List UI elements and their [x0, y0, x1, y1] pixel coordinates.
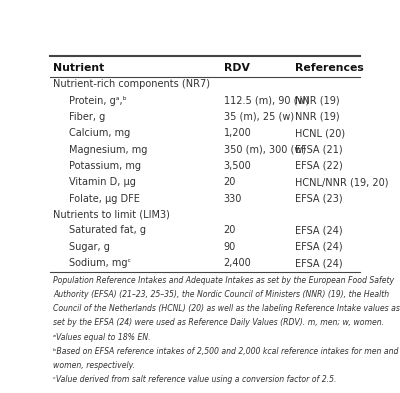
Text: 2,400: 2,400	[224, 258, 251, 268]
Text: EFSA (21): EFSA (21)	[295, 145, 342, 154]
Text: set by the EFSA (24) were used as Reference Daily Values (RDV). m, men; w, women: set by the EFSA (24) were used as Refere…	[53, 318, 384, 327]
Text: Nutrients to limit (LIM3): Nutrients to limit (LIM3)	[53, 209, 170, 219]
Text: RDV: RDV	[224, 63, 250, 73]
Text: Magnesium, mg: Magnesium, mg	[69, 145, 147, 154]
Text: Potassium, mg: Potassium, mg	[69, 161, 141, 171]
Text: 20: 20	[224, 177, 236, 187]
Text: Calcium, mg: Calcium, mg	[69, 128, 130, 138]
Text: Vitamin D, μg: Vitamin D, μg	[69, 177, 136, 187]
Text: EFSA (22): EFSA (22)	[295, 161, 343, 171]
Text: Sugar, g: Sugar, g	[69, 242, 110, 252]
Text: EFSA (24): EFSA (24)	[295, 226, 342, 235]
Text: EFSA (24): EFSA (24)	[295, 242, 342, 252]
Text: Folate, μg DFE: Folate, μg DFE	[69, 194, 140, 204]
Text: Council of the Netherlands (HCNL) (20) as well as the labeling Reference Intake : Council of the Netherlands (HCNL) (20) a…	[53, 304, 400, 313]
Text: References: References	[295, 63, 364, 73]
Text: Authority (EFSA) (21–23, 25–35), the Nordic Council of Ministers (NNR) (19), the: Authority (EFSA) (21–23, 25–35), the Nor…	[53, 290, 389, 299]
Text: NNR (19): NNR (19)	[295, 112, 340, 122]
Text: Protein, gᵃ,ᵇ: Protein, gᵃ,ᵇ	[69, 95, 126, 106]
Text: 90: 90	[224, 242, 236, 252]
Text: EFSA (23): EFSA (23)	[295, 194, 342, 204]
Text: Population Reference Intakes and Adequate Intakes as set by the European Food Sa: Population Reference Intakes and Adequat…	[53, 275, 394, 285]
Text: Fiber, g: Fiber, g	[69, 112, 105, 122]
Text: HCNL (20): HCNL (20)	[295, 128, 345, 138]
Text: Nutrient: Nutrient	[53, 63, 104, 73]
Text: EFSA (24): EFSA (24)	[295, 258, 342, 268]
Text: 330: 330	[224, 194, 242, 204]
Text: 20: 20	[224, 226, 236, 235]
Text: women, respectively.: women, respectively.	[53, 361, 135, 370]
Text: ᵇBased on EFSA reference intakes of 2,500 and 2,000 kcal reference intakes for m: ᵇBased on EFSA reference intakes of 2,50…	[53, 347, 398, 356]
Text: Saturated fat, g: Saturated fat, g	[69, 226, 146, 235]
Text: Nutrient-rich components (NR7): Nutrient-rich components (NR7)	[53, 79, 210, 89]
Text: ᵃValues equal to 18% EN.: ᵃValues equal to 18% EN.	[53, 332, 151, 342]
Text: 112.5 (m), 90 (w): 112.5 (m), 90 (w)	[224, 95, 309, 106]
Text: NNR (19): NNR (19)	[295, 95, 340, 106]
Text: 1,200: 1,200	[224, 128, 251, 138]
Text: 3,500: 3,500	[224, 161, 251, 171]
Text: 35 (m), 25 (w): 35 (m), 25 (w)	[224, 112, 294, 122]
Text: HCNL/NNR (19, 20): HCNL/NNR (19, 20)	[295, 177, 388, 187]
Text: Sodium, mgᶜ: Sodium, mgᶜ	[69, 258, 131, 268]
Text: 350 (m), 300 (w): 350 (m), 300 (w)	[224, 145, 306, 154]
Text: ᶜValue derived from salt reference value using a conversion factor of 2.5.: ᶜValue derived from salt reference value…	[53, 375, 337, 384]
